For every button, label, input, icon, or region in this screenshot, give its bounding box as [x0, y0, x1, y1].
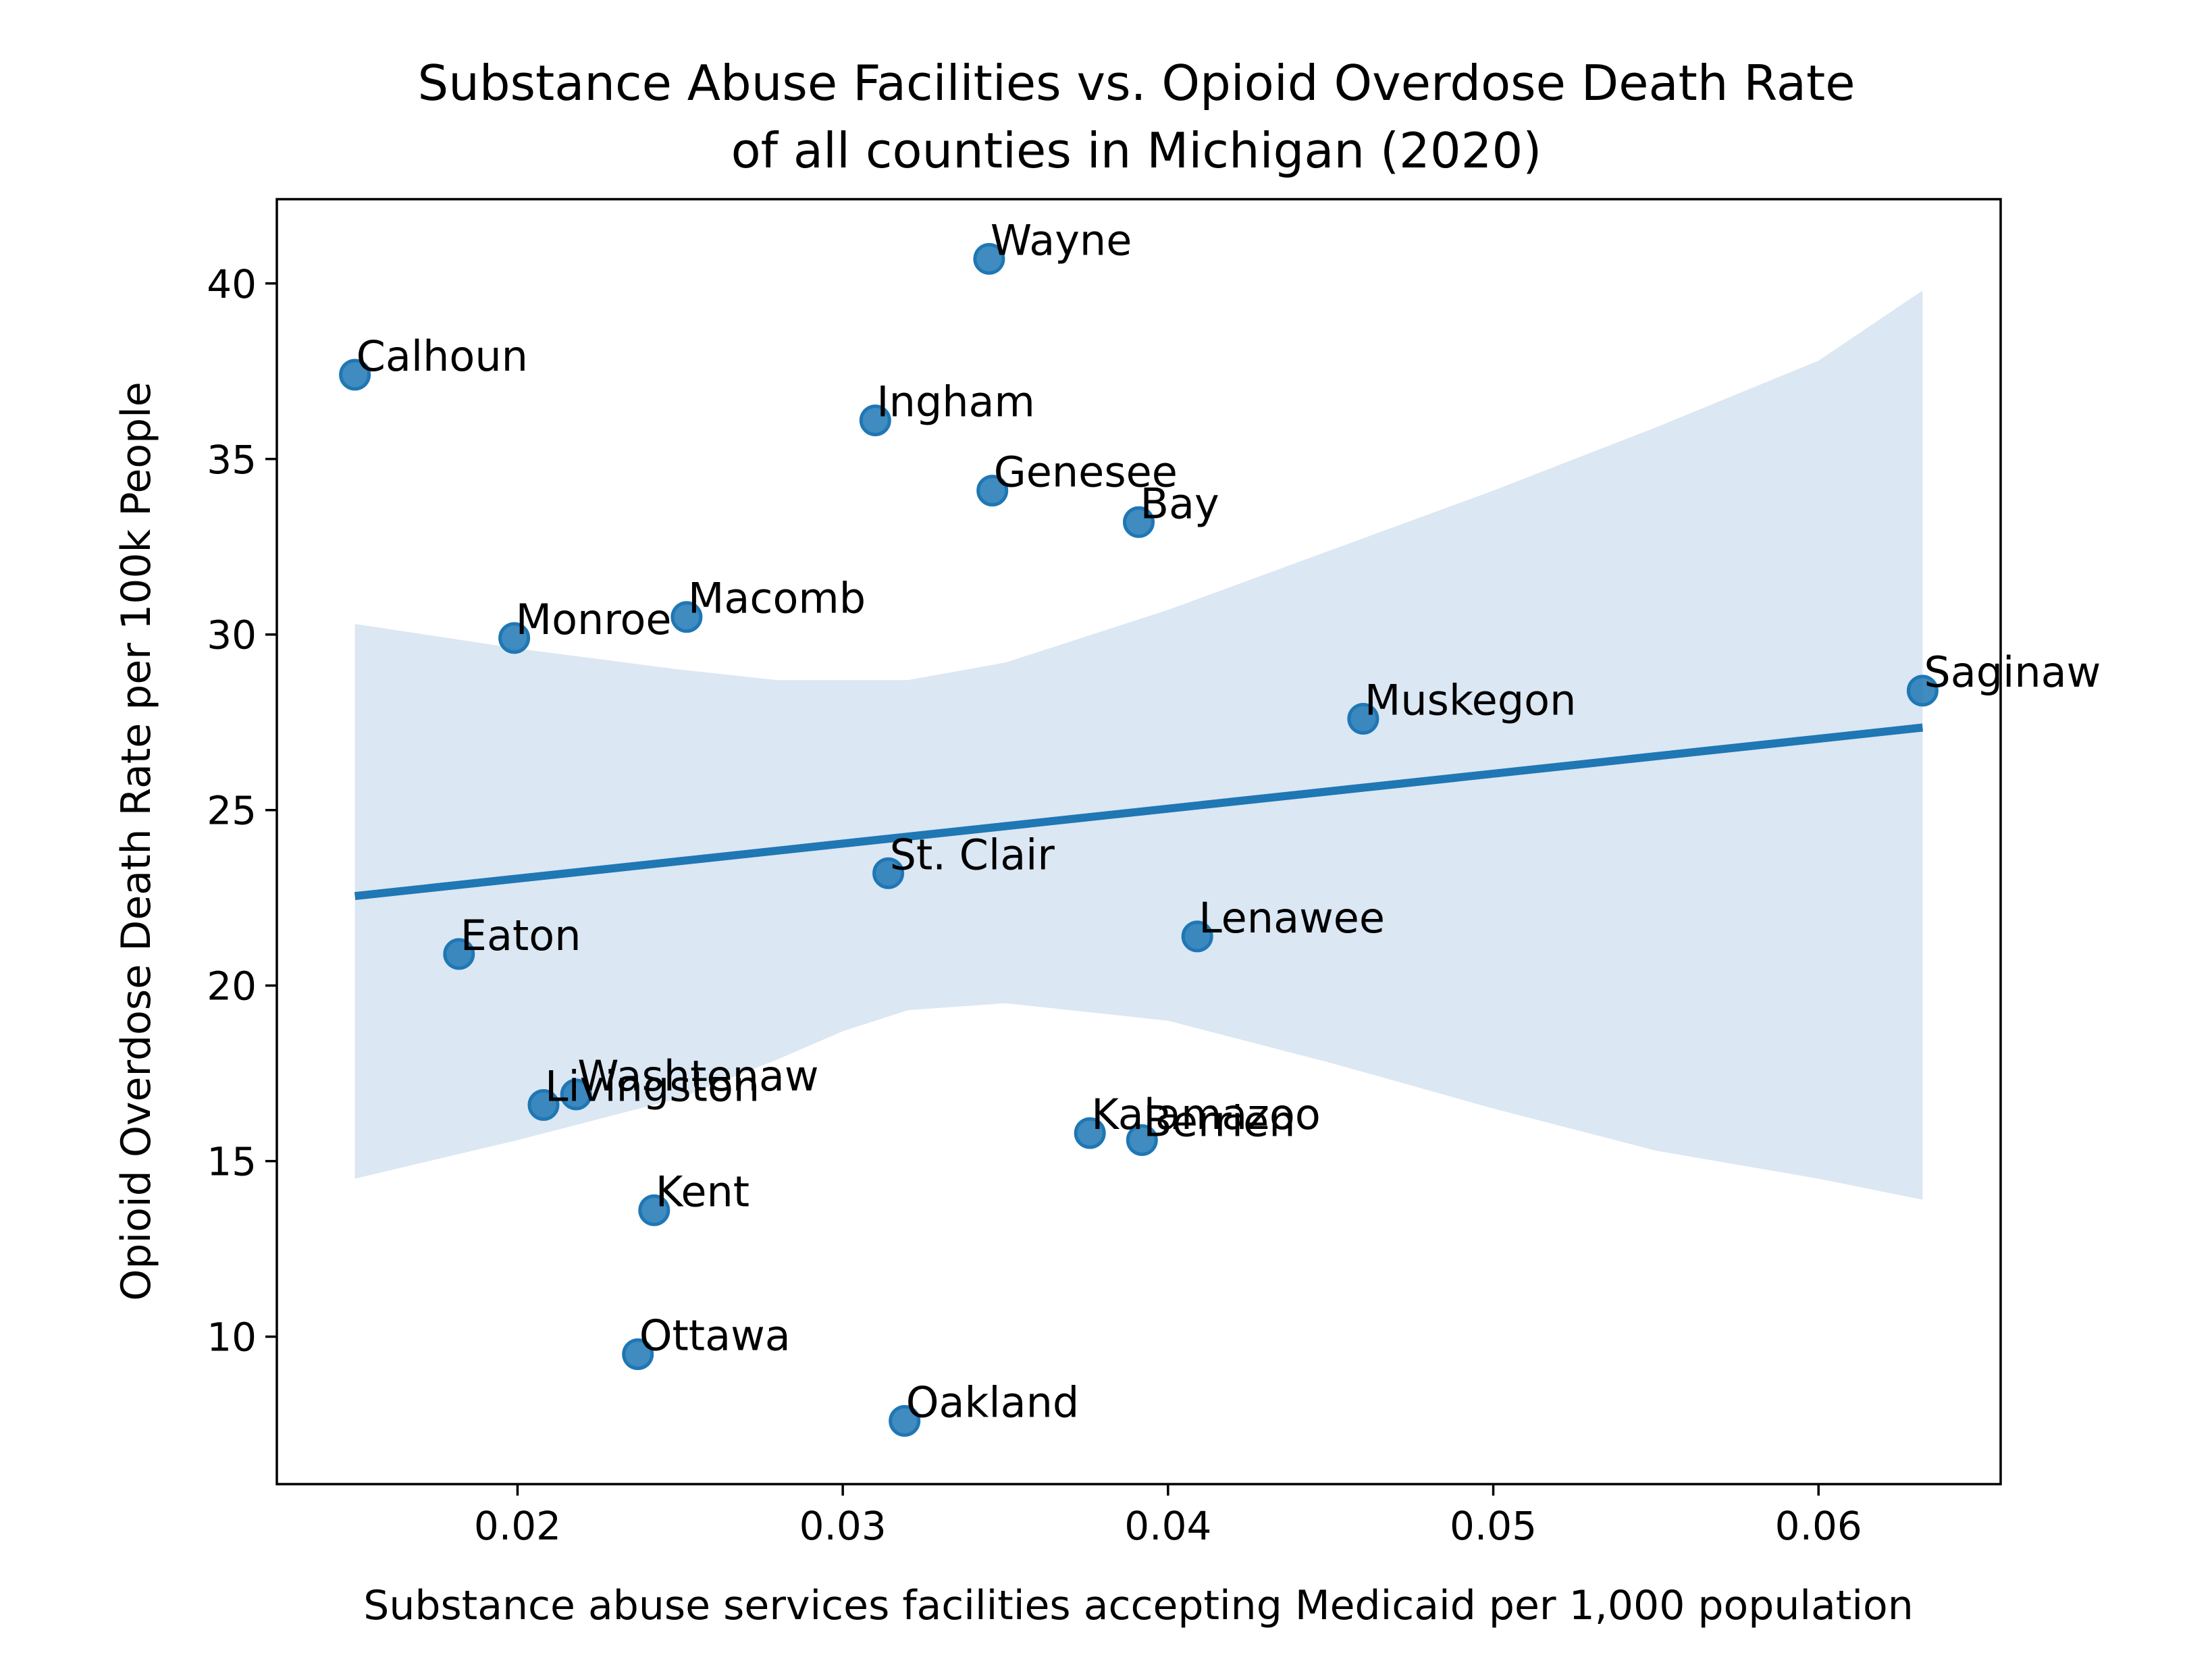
- data-point: [1906, 675, 1939, 707]
- chart-title-line-1: Substance Abuse Facilities vs. Opioid Ov…: [417, 55, 1855, 111]
- y-tick-label: 20: [207, 964, 257, 1009]
- x-axis-ticks: 0.02 0.03 0.04 0.05 0.06: [474, 1484, 1862, 1549]
- point-label: Ottawa: [639, 1311, 791, 1361]
- point-label: Eaton: [460, 911, 581, 960]
- data-point: [976, 475, 1009, 507]
- data-point: [859, 404, 891, 437]
- y-axis-label: Opioid Overdose Death Rate per 100k Peop…: [113, 381, 160, 1300]
- y-axis-ticks: 10 15 20 25 30 35 40: [207, 261, 277, 1361]
- point-label: Muskegon: [1365, 676, 1577, 725]
- data-point: [889, 1404, 921, 1437]
- point-label: Kent: [656, 1167, 749, 1216]
- x-tick-label: 0.02: [474, 1503, 561, 1549]
- data-point: [670, 601, 703, 633]
- point-label: Saginaw: [1924, 648, 2101, 697]
- chart-title-line-2: of all counties in Michigan (2020): [731, 122, 1542, 179]
- point-label: Ingham: [876, 377, 1035, 427]
- regression-line: [354, 723, 1924, 901]
- data-point: [1074, 1117, 1106, 1149]
- y-tick-label: 15: [207, 1139, 257, 1185]
- point-label: Kalamazoo: [1091, 1090, 1321, 1139]
- x-axis-label: Substance abuse services facilities acce…: [363, 1582, 1913, 1629]
- data-point: [872, 857, 905, 889]
- point-label: Wayne: [991, 215, 1132, 265]
- x-tick-label: 0.04: [1124, 1503, 1211, 1549]
- data-point: [1126, 1124, 1158, 1156]
- point-label: Washtenaw: [577, 1051, 818, 1101]
- point-label: Genesee: [994, 448, 1178, 497]
- data-point: [622, 1338, 654, 1371]
- point-label: Oakland: [906, 1377, 1080, 1427]
- x-tick-label: 0.06: [1775, 1503, 1862, 1549]
- point-label: Livingston: [545, 1062, 760, 1111]
- data-point: [1181, 920, 1213, 953]
- x-tick-label: 0.05: [1450, 1503, 1537, 1549]
- point-label: Berrien: [1143, 1097, 1295, 1147]
- data-points: [339, 242, 1939, 1437]
- y-tick-label: 40: [207, 261, 257, 307]
- data-point: [638, 1194, 670, 1226]
- data-point: [1123, 506, 1155, 538]
- data-point: [339, 359, 371, 391]
- point-label: Bay: [1140, 479, 1219, 528]
- point-label: Lenawee: [1199, 893, 1385, 943]
- x-tick-label: 0.03: [799, 1503, 887, 1549]
- y-tick-label: 35: [207, 437, 257, 483]
- point-label: Monroe: [516, 595, 672, 644]
- point-label: St. Clair: [890, 830, 1055, 879]
- y-tick-label: 25: [207, 788, 257, 834]
- plot-frame: [275, 198, 2002, 1485]
- data-point: [560, 1078, 592, 1111]
- data-point: [498, 622, 531, 654]
- point-label: Macomb: [688, 574, 866, 623]
- confidence-band: [354, 290, 1923, 1200]
- data-point: [1347, 703, 1379, 735]
- data-point: [973, 242, 1005, 275]
- point-label: Calhoun: [357, 332, 528, 381]
- data-point: [443, 938, 475, 970]
- data-point: [527, 1089, 560, 1121]
- y-tick-label: 10: [207, 1315, 257, 1361]
- y-tick-label: 30: [207, 612, 257, 658]
